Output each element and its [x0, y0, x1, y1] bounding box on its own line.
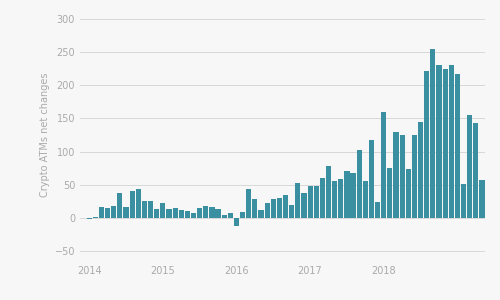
Bar — [473, 123, 478, 218]
Bar — [332, 182, 338, 218]
Bar — [136, 189, 141, 218]
Bar — [124, 207, 128, 218]
Bar — [467, 115, 472, 218]
Bar — [222, 214, 227, 218]
Bar — [424, 71, 430, 218]
Bar — [326, 166, 331, 218]
Bar — [252, 199, 258, 218]
Bar — [338, 179, 344, 218]
Bar — [234, 218, 239, 226]
Bar — [86, 218, 92, 219]
Bar — [270, 199, 276, 218]
Bar — [314, 186, 319, 218]
Bar — [142, 201, 147, 218]
Bar — [308, 186, 312, 218]
Bar — [442, 69, 448, 218]
Bar — [350, 173, 356, 218]
Y-axis label: Crypto ATMs net changes: Crypto ATMs net changes — [40, 73, 50, 197]
Bar — [191, 213, 196, 218]
Bar — [412, 135, 417, 218]
Bar — [264, 203, 270, 218]
Bar — [283, 195, 288, 218]
Bar — [394, 132, 398, 218]
Bar — [130, 191, 135, 218]
Bar — [461, 184, 466, 218]
Bar — [203, 206, 208, 218]
Bar — [105, 208, 110, 218]
Bar — [289, 205, 294, 218]
Bar — [160, 203, 166, 218]
Bar — [240, 212, 245, 218]
Bar — [197, 208, 202, 218]
Bar — [178, 210, 184, 218]
Bar — [258, 210, 264, 218]
Bar — [210, 207, 214, 218]
Bar — [448, 65, 454, 218]
Bar — [111, 206, 116, 218]
Bar — [302, 194, 306, 218]
Bar — [418, 122, 423, 218]
Bar — [406, 169, 411, 218]
Bar — [430, 49, 436, 218]
Bar — [375, 202, 380, 218]
Bar — [480, 180, 484, 218]
Bar — [277, 198, 282, 218]
Bar — [369, 140, 374, 218]
Bar — [166, 208, 172, 218]
Bar — [400, 135, 405, 218]
Bar — [185, 211, 190, 218]
Bar — [118, 194, 122, 218]
Bar — [172, 208, 178, 218]
Bar — [381, 112, 386, 218]
Bar — [148, 201, 153, 218]
Bar — [228, 213, 233, 218]
Bar — [388, 168, 392, 218]
Bar — [99, 207, 104, 218]
Bar — [92, 217, 98, 218]
Bar — [436, 65, 442, 218]
Bar — [295, 183, 300, 218]
Bar — [320, 178, 325, 218]
Bar — [154, 209, 160, 218]
Bar — [455, 74, 460, 218]
Bar — [362, 182, 368, 218]
Bar — [216, 208, 220, 218]
Bar — [246, 189, 252, 218]
Bar — [356, 150, 362, 218]
Bar — [344, 172, 350, 218]
